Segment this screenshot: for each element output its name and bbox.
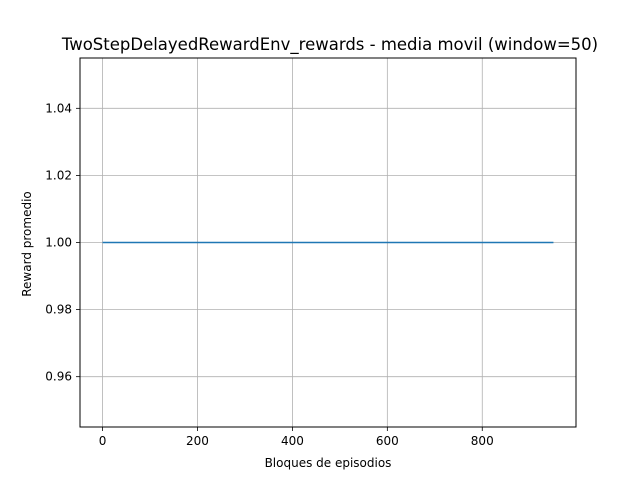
x-axis-label: Bloques de episodios xyxy=(265,456,392,470)
x-tick-label-3: 600 xyxy=(376,434,399,448)
y-tick-label-3: 1.02 xyxy=(45,168,72,182)
x-tick-label-4: 800 xyxy=(471,434,494,448)
x-tick-label-2: 400 xyxy=(281,434,304,448)
x-tick-label-1: 200 xyxy=(186,434,209,448)
y-tick-label-1: 0.98 xyxy=(45,303,72,317)
y-tick-label-0: 0.96 xyxy=(45,370,72,384)
chart-title: TwoStepDelayedRewardEnv_rewards - media … xyxy=(61,35,598,55)
y-axis-label: Reward promedio xyxy=(20,191,34,297)
axis-ticks: 0 200 400 600 800 0.96 0.98 1.00 1.02 1.04 xyxy=(45,101,493,448)
y-tick-label-4: 1.04 xyxy=(45,101,72,115)
x-tick-label-0: 0 xyxy=(99,434,107,448)
y-tick-label-2: 1.00 xyxy=(45,236,72,250)
